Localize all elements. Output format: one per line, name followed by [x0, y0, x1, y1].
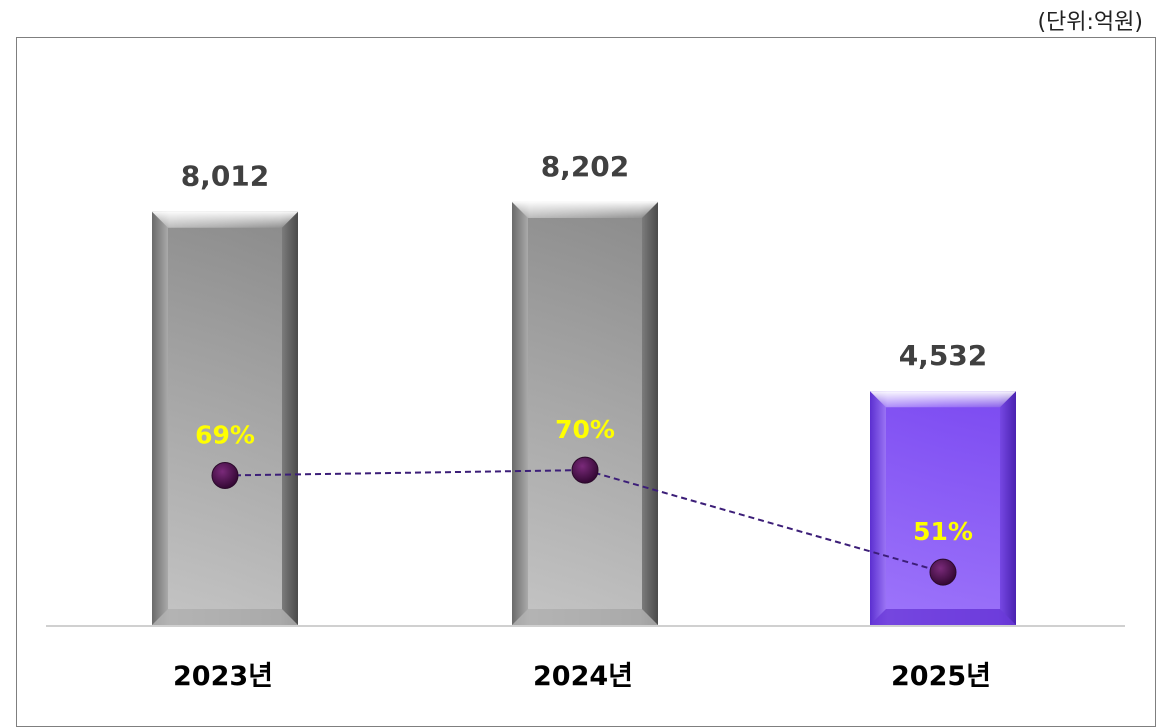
percent-label-0: 69% — [195, 420, 255, 449]
bar-1 — [512, 201, 658, 626]
bar-value-label-2: 4,532 — [899, 339, 988, 372]
bar-value-label-1: 8,202 — [541, 150, 630, 183]
x-tick-label-0: 2023년 — [173, 661, 273, 692]
unit-label: (단위:억원) — [1037, 10, 1143, 35]
bar-2 — [870, 391, 1016, 625]
x-tick-label-2: 2025년 — [891, 661, 991, 692]
percent-label-2: 51% — [913, 517, 973, 546]
x-tick-label-1: 2024년 — [533, 661, 633, 692]
percent-label-1: 70% — [555, 415, 615, 444]
percent-marker-2 — [929, 558, 957, 586]
bar-0 — [152, 211, 298, 625]
percent-marker-1 — [571, 456, 599, 484]
bar-value-label-0: 8,012 — [181, 160, 270, 193]
percent-marker-0 — [211, 461, 239, 489]
